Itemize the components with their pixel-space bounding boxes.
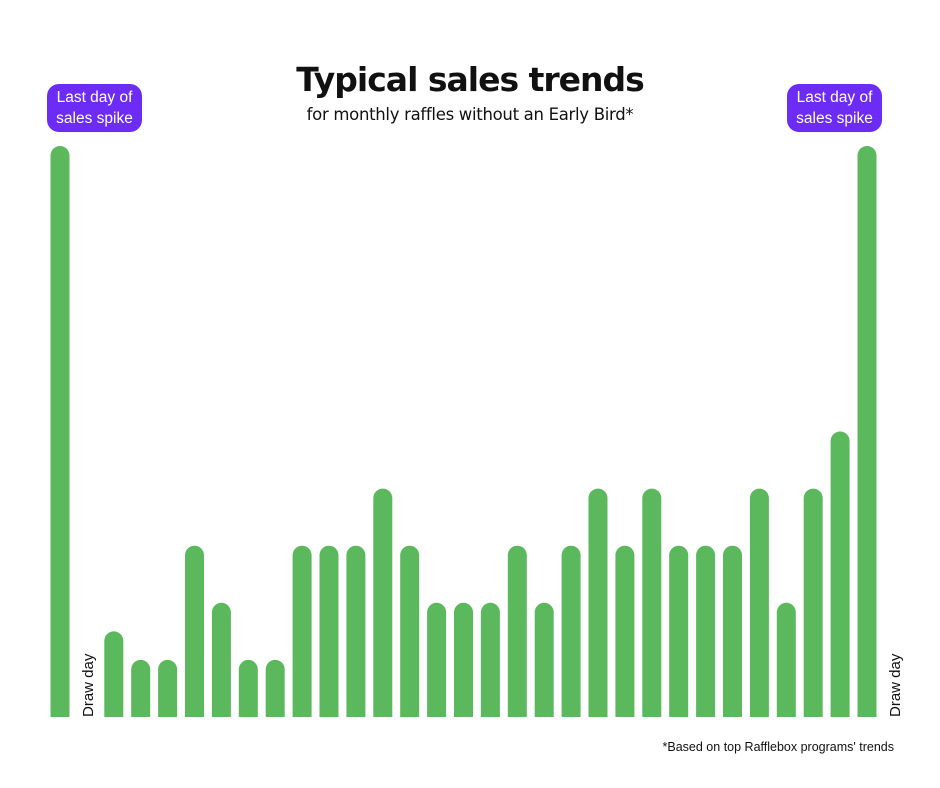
bar-11 <box>319 545 339 717</box>
bar-19 <box>534 602 554 717</box>
draw-day-label-right: Draw day <box>887 653 904 717</box>
bar-5 <box>158 659 178 717</box>
bar-16 <box>454 602 473 717</box>
draw-day-label-left: Draw day <box>80 653 97 717</box>
bar-4 <box>131 659 151 717</box>
bar-30 <box>830 431 850 717</box>
bar-21 <box>588 488 608 717</box>
chart-title: Typical sales trends <box>296 60 645 99</box>
bar-7 <box>211 602 231 717</box>
bar-6 <box>185 545 204 717</box>
bar-28 <box>776 602 796 717</box>
bar-20 <box>561 545 581 717</box>
bar-25 <box>696 545 716 717</box>
bar-24 <box>669 545 689 717</box>
bar-10 <box>292 545 312 717</box>
bar-27 <box>749 488 769 717</box>
last-day-spike-badge-left: Last day of sales spike <box>47 84 142 132</box>
bar-29 <box>803 488 823 717</box>
bar-23 <box>642 488 662 717</box>
bar-26 <box>723 545 742 717</box>
bar-13 <box>373 488 393 717</box>
bar-1 <box>50 146 70 717</box>
bar-18 <box>507 545 527 717</box>
bar-3 <box>104 631 124 717</box>
bar-9 <box>265 659 285 717</box>
bar-31 <box>857 146 877 717</box>
footnote: *Based on top Rafflebox programs' trends <box>662 740 894 754</box>
bar-17 <box>480 602 500 717</box>
draw-day-labels: Draw day Draw day <box>80 653 904 717</box>
bar-12 <box>346 545 366 717</box>
bar-22 <box>615 545 635 717</box>
bar-14 <box>400 545 420 717</box>
chart-subtitle: for monthly raffles without an Early Bir… <box>306 105 634 124</box>
last-day-spike-badge-right: Last day of sales spike <box>787 84 882 132</box>
bars-group <box>50 146 877 717</box>
bar-8 <box>238 659 258 717</box>
bar-15 <box>427 602 447 717</box>
